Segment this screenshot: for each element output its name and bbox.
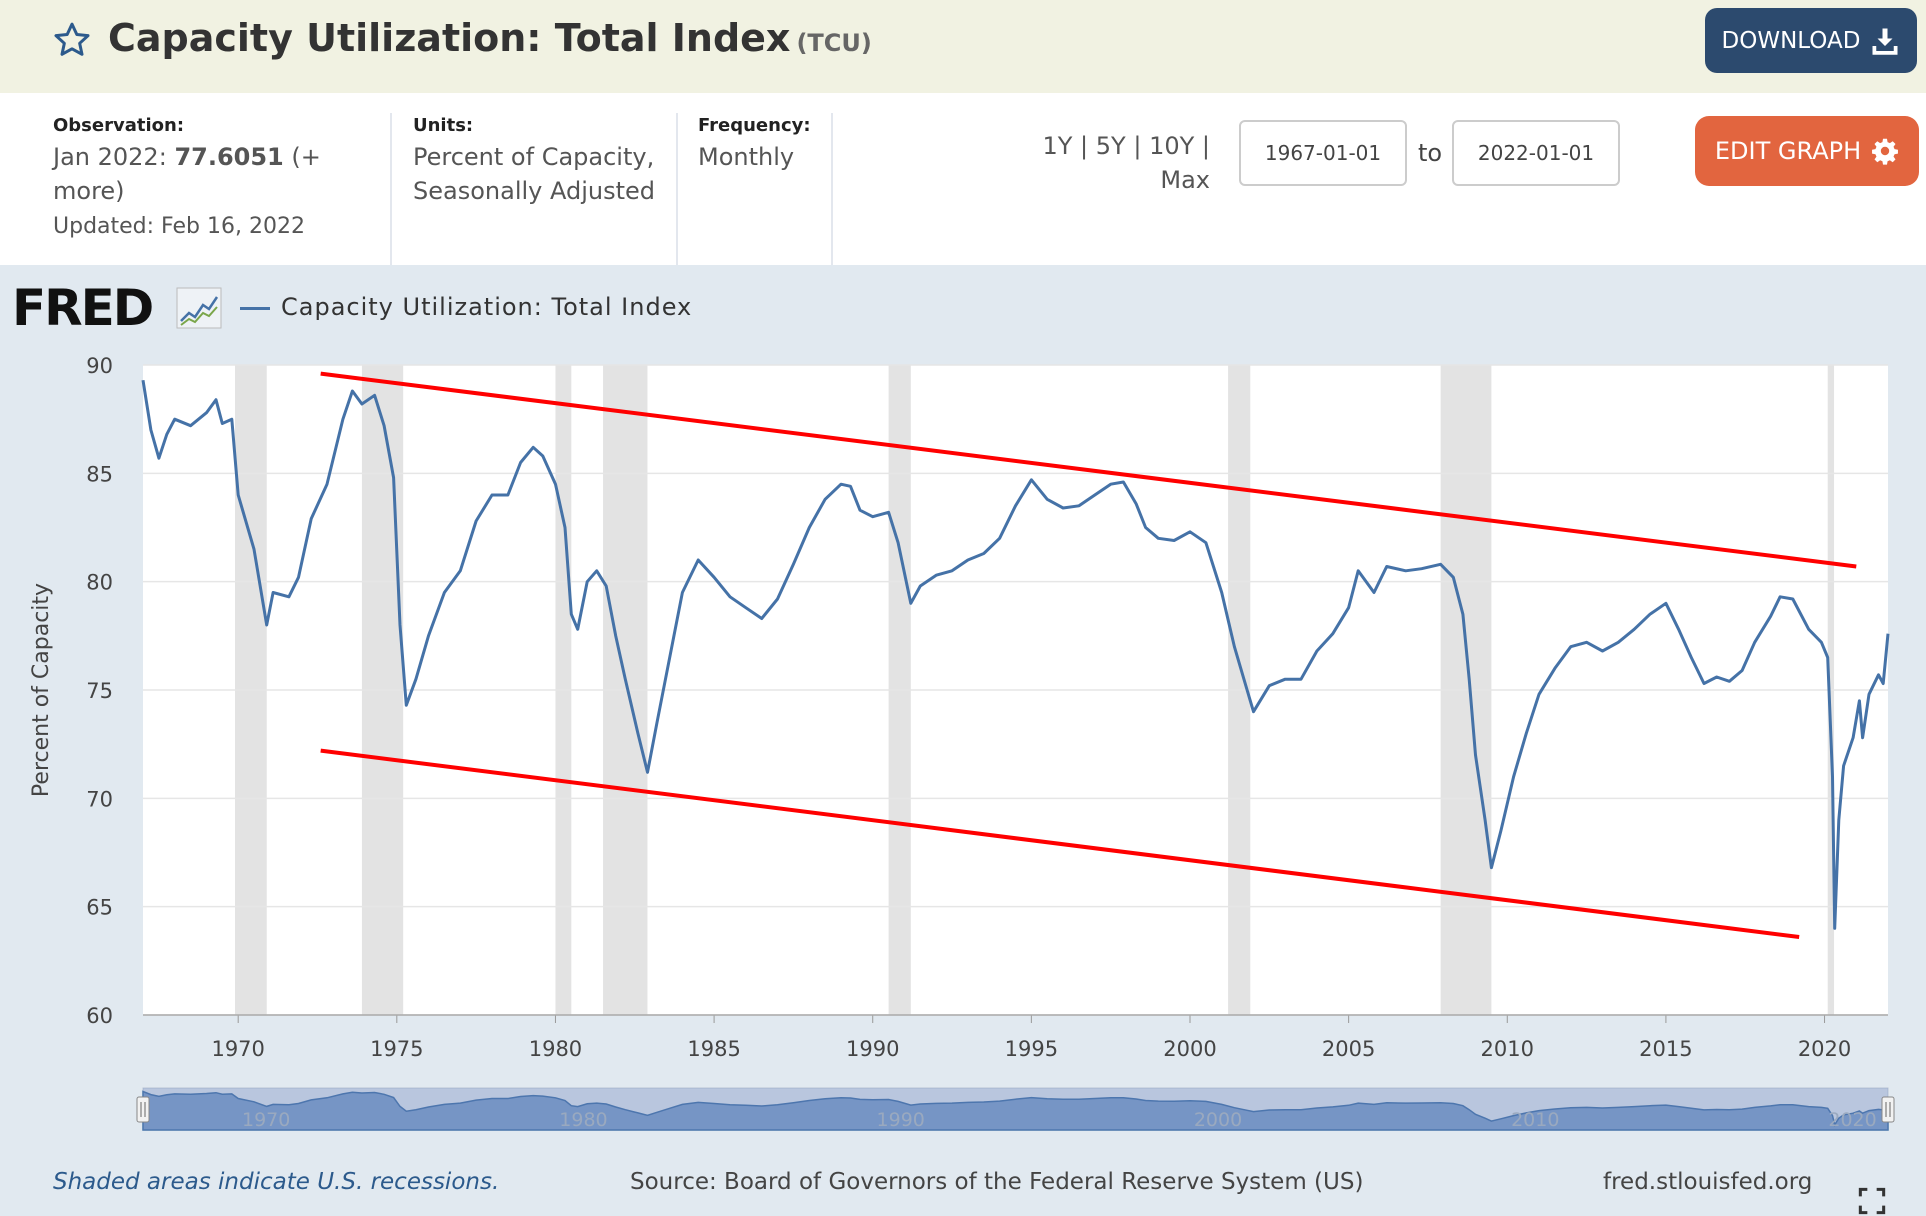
series-layer xyxy=(141,379,1890,930)
series-title: Capacity Utilization: Total Index xyxy=(108,16,791,60)
frequency-label: Frequency: xyxy=(698,115,811,136)
navigator-tick-label: 2010 xyxy=(1511,1109,1559,1131)
series-id: (TCU) xyxy=(796,29,872,57)
y-tick-label: 75 xyxy=(86,679,113,703)
x-tick-label: 1970 xyxy=(211,1037,264,1061)
x-tick-label: 2005 xyxy=(1322,1037,1375,1061)
axes: 60 65 70 75 80 85 90 1970 1975 1980 1985 1990 1995 20… xyxy=(29,354,1888,1061)
y-tick-label: 85 xyxy=(86,462,113,486)
y-tick-label: 90 xyxy=(86,354,113,378)
download-button[interactable]: DOWNLOAD xyxy=(1705,8,1917,73)
x-tick-label: 2000 xyxy=(1163,1037,1216,1061)
legend-label[interactable]: Capacity Utilization: Total Index xyxy=(281,293,693,321)
x-tick-label: 1995 xyxy=(1005,1037,1058,1061)
gear-icon xyxy=(1872,138,1899,165)
range-separator: | xyxy=(1133,132,1142,160)
page-title: Capacity Utilization: Total Index (TCU) xyxy=(108,16,872,60)
range-10y-link[interactable]: 10Y xyxy=(1149,132,1195,160)
site-link[interactable]: fred.stlouisfed.org xyxy=(1603,1169,1813,1195)
updated-date: Updated: Feb 16, 2022 xyxy=(53,214,305,239)
observation-label: Observation: xyxy=(53,115,185,136)
graph-panel: FRED Capacity Utilization: Total Index 6… xyxy=(0,265,1926,1216)
edit-graph-button[interactable]: EDIT GRAPH xyxy=(1695,116,1919,186)
units-block: Units: Percent of Capacity, Seasonally A… xyxy=(413,115,673,208)
end-date-input[interactable]: 2022-01-01 xyxy=(1452,120,1620,186)
divider xyxy=(831,113,833,265)
units-label: Units: xyxy=(413,115,474,136)
units-line-2: Seasonally Adjusted xyxy=(413,177,656,205)
range-1y-link[interactable]: 1Y xyxy=(1042,132,1073,160)
star-icon[interactable] xyxy=(52,20,92,60)
series-line xyxy=(141,379,1890,930)
fullscreen-icon[interactable] xyxy=(1858,1187,1886,1215)
title-bar: Capacity Utilization: Total Index (TCU) D… xyxy=(0,0,1926,93)
observation-value-line: Jan 2022: 77.6051 (+ more) xyxy=(53,140,383,208)
range-5y-link[interactable]: 5Y xyxy=(1095,132,1126,160)
to-label: to xyxy=(1418,139,1443,167)
navigator-handle[interactable] xyxy=(1881,1096,1895,1123)
range-selector: 1Y | 5Y | 10Y | Max xyxy=(1015,129,1210,197)
legend-line-swatch xyxy=(240,307,270,310)
x-tick-label: 2015 xyxy=(1639,1037,1692,1061)
recession-note: Shaded areas indicate U.S. recessions. xyxy=(53,1169,500,1195)
y-axis-label: Percent of Capacity xyxy=(29,583,54,797)
fred-graph-icon xyxy=(176,287,222,329)
navigator-handle[interactable] xyxy=(136,1096,150,1123)
edit-graph-label: EDIT GRAPH xyxy=(1714,137,1862,165)
navigator-series-area xyxy=(142,1090,1889,1131)
range-separator: | xyxy=(1080,132,1089,160)
observation-date: Jan 2022: xyxy=(53,143,167,171)
download-icon xyxy=(1872,28,1898,55)
observation-value: 77.6051 xyxy=(174,143,284,171)
navigator-tick-label: 2020 xyxy=(1828,1109,1876,1131)
observation-more-link[interactable]: (+ more) xyxy=(53,143,321,205)
y-tick-label: 65 xyxy=(86,896,113,920)
trend-line xyxy=(320,371,1857,569)
navigator-tick-label: 1990 xyxy=(877,1109,925,1131)
start-date-input[interactable]: 1967-01-01 xyxy=(1239,120,1407,186)
units-line-1: Percent of Capacity, xyxy=(413,143,655,171)
navigator-tick-label: 2000 xyxy=(1194,1109,1242,1131)
range-separator: | xyxy=(1201,132,1210,160)
navigator-selection xyxy=(143,1088,1888,1130)
download-label: DOWNLOAD xyxy=(1721,27,1861,54)
x-tick-label: 1975 xyxy=(370,1037,423,1061)
source-note: Source: Board of Governors of the Federa… xyxy=(630,1169,1364,1195)
trend-line xyxy=(320,748,1800,939)
y-tick-label: 70 xyxy=(86,787,113,811)
y-tick-label: 80 xyxy=(86,571,113,595)
x-tick-label: 2020 xyxy=(1798,1037,1851,1061)
fred-logo: FRED xyxy=(12,279,154,337)
x-tick-label: 1990 xyxy=(846,1037,899,1061)
y-tick-label: 60 xyxy=(86,1004,113,1028)
x-tick-label: 2010 xyxy=(1481,1037,1534,1061)
observation-block: Observation: Jan 2022: 77.6051 (+ more) … xyxy=(53,115,383,244)
divider xyxy=(390,113,392,265)
annotation-layer xyxy=(320,371,1857,939)
x-tick-label: 1985 xyxy=(687,1037,740,1061)
info-panel: Observation: Jan 2022: 77.6051 (+ more) … xyxy=(0,93,1926,265)
chart: 60 65 70 75 80 85 90 1970 1975 1980 1985 1990 1995 20… xyxy=(29,354,1895,1131)
range-max-link[interactable]: Max xyxy=(1160,166,1210,194)
navigator-tick-label: 1970 xyxy=(242,1109,290,1131)
range-navigator[interactable]: 1970 1980 1990 2000 2010 2020 xyxy=(136,1087,1895,1131)
divider xyxy=(676,113,678,265)
navigator-tick-label: 1980 xyxy=(559,1109,607,1131)
frequency-value: Monthly xyxy=(698,143,795,171)
x-tick-label: 1980 xyxy=(529,1037,582,1061)
frequency-block: Frequency: Monthly xyxy=(698,115,828,174)
